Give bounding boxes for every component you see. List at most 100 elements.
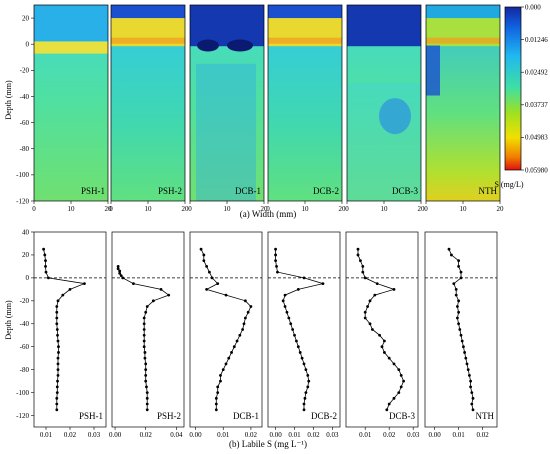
profile-point [167, 293, 171, 297]
profile-point [385, 408, 389, 412]
profile-panel-dcb-2: DCB-2 0.00 0.01 0.02 0.03 [267, 231, 341, 439]
profile-panel-label: DCB-1 [233, 411, 259, 421]
profile-point [232, 345, 236, 349]
profile-point [142, 345, 146, 349]
profile-point [238, 333, 242, 337]
profile-point [371, 328, 374, 331]
profile-point [144, 368, 148, 372]
heatmap-panel-label: DCB-1 [235, 186, 261, 196]
profile-point [216, 282, 220, 286]
panel-b-y-tick-label: -20 [20, 297, 30, 305]
profile-point [464, 356, 468, 360]
profile-point [361, 270, 365, 274]
profile-point [242, 322, 246, 326]
heatmap-x-tick-label: 0 [266, 205, 270, 213]
profile-point [368, 299, 372, 303]
heatmap-depletion-spot [227, 39, 253, 52]
profile-point [457, 310, 460, 314]
profile-point [56, 333, 59, 337]
profile-point [55, 385, 59, 389]
profile-point [216, 391, 220, 394]
profile-point [274, 259, 277, 263]
heatmap-panel-psh-2: PSH-2 0 10 20 [109, 4, 189, 213]
profile-point [116, 267, 120, 271]
colorbar-tick-label: 0.02492 [525, 69, 548, 77]
profile-point [460, 339, 464, 343]
profile-point [457, 259, 460, 263]
profile-point [43, 253, 47, 257]
profile-point [56, 379, 59, 383]
profile-point [221, 368, 225, 372]
profile-point [142, 328, 146, 331]
heatmap-x-tick-label: 20 [497, 205, 505, 213]
profile-point [47, 276, 50, 280]
profile-point [306, 385, 310, 389]
profile-frame [111, 231, 185, 428]
profile-point [459, 270, 463, 274]
profile-x-tick-label: 0.00 [189, 431, 202, 439]
profile-point [380, 345, 384, 349]
heatmap-panel-dcb-3: DCB-3 0 10 20 [345, 4, 426, 213]
heatmap-interface-hotspot [111, 37, 185, 44]
profile-panel-label: PSH-2 [157, 411, 181, 421]
profile-point [44, 259, 47, 263]
profile-point [55, 408, 59, 412]
profile-point [56, 356, 60, 360]
profile-point [454, 293, 458, 297]
profile-panel-dcb-1: DCB-1 0.00 0.01 0.02 [189, 231, 263, 439]
profile-point [142, 333, 146, 337]
profile-point [373, 293, 377, 297]
profile-point [300, 356, 304, 360]
profile-point [457, 265, 460, 268]
heatmap-low-zone [426, 45, 440, 96]
profile-point [387, 402, 391, 406]
profile-point [210, 276, 214, 280]
panel-b-y-tick-label: -80 [20, 366, 30, 374]
profile-point [227, 356, 231, 360]
profile-point [219, 373, 222, 377]
heatmap-x-tick-label: 20 [261, 205, 269, 213]
profile-point [456, 316, 459, 320]
profile-point [356, 247, 360, 251]
profile-point [230, 351, 233, 354]
heatmap-panel-label: NTH [479, 186, 498, 196]
profile-point [55, 328, 59, 331]
panel-b-profiles: Depth (mm) 40 20 0 -20 -40 -60 -80 -100 -120 PSH… [4, 228, 498, 449]
profile-point [366, 305, 369, 308]
heatmap-depletion-spot [197, 39, 219, 52]
profile-point [402, 379, 405, 383]
panel-b-profile-plots: PSH-1 0.01 0.02 0.03 PSH-2 0.00 0.02 0.04 DCB-1 0… [33, 231, 498, 439]
profile-point [459, 276, 463, 280]
profile-panel-label: PSH-1 [79, 411, 103, 421]
profile-x-tick-label: 0.01 [217, 431, 230, 439]
profile-point [295, 339, 298, 343]
profile-point [450, 253, 453, 257]
profile-point [83, 282, 86, 286]
profile-point [44, 265, 47, 268]
profile-point [306, 373, 310, 377]
profile-point [207, 270, 211, 274]
profile-point [116, 265, 120, 268]
profile-panel-psh-2: PSH-2 0.00 0.02 0.04 [109, 231, 185, 439]
profile-point [285, 310, 289, 314]
profile-point [304, 391, 308, 394]
profile-x-tick-label: 0.02 [383, 431, 396, 439]
profile-x-tick-label: 0.02 [140, 431, 153, 439]
colorbar-gradient [504, 6, 522, 171]
profile-point [151, 299, 155, 303]
panel-b-y-tick-label: -40 [20, 320, 30, 328]
profile-point [142, 322, 146, 326]
profile-point [296, 345, 300, 349]
profile-point [399, 385, 403, 389]
profile-x-tick-label: 0.01 [359, 431, 372, 439]
profile-point [55, 396, 59, 400]
profile-point [56, 362, 60, 366]
profile-point [56, 368, 60, 372]
profile-x-tick-label: 0.04 [170, 431, 183, 439]
heatmap-x-tick-label: 20 [418, 205, 426, 213]
profile-point [397, 391, 401, 394]
profile-point [283, 305, 287, 308]
panel-a-y-axis-label: Depth (mm) [4, 80, 13, 120]
profile-point [471, 396, 475, 400]
